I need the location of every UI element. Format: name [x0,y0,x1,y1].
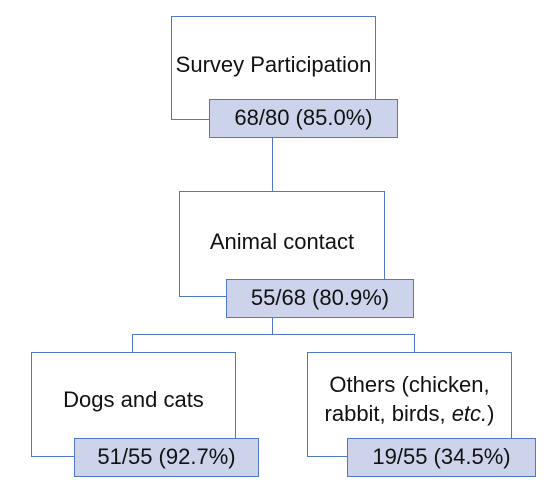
others-label-line-2-prefix: rabbit, birds, [324,401,452,426]
connector-to-others [414,334,415,352]
others-label-line-1: Others (chicken, [329,372,490,397]
connector-to-dogs [132,334,133,352]
others-label-line-2: rabbit, birds, etc.) [308,399,511,428]
others-label: Others (chicken, rabbit, birds, etc.) [308,370,511,428]
animal-contact-stat: 55/68 (80.9%) [226,279,414,318]
survey-participation-label: Survey Participation [175,52,372,77]
animal-contact-label: Animal contact [209,229,355,254]
connector-horizontal-split [132,334,415,335]
others-label-line-2-etc: etc. [451,401,488,426]
survey-participation-stat: 68/80 (85.0%) [209,99,398,138]
others-label-line-2-suffix: ) [487,401,495,426]
dogs-and-cats-label: Dogs and cats [63,387,204,412]
connector-animal-down [272,318,273,335]
dogs-and-cats-stat: 51/55 (92.7%) [74,438,259,477]
others-stat: 19/55 (34.5%) [347,438,536,477]
connector-survey-to-animal [272,138,273,191]
